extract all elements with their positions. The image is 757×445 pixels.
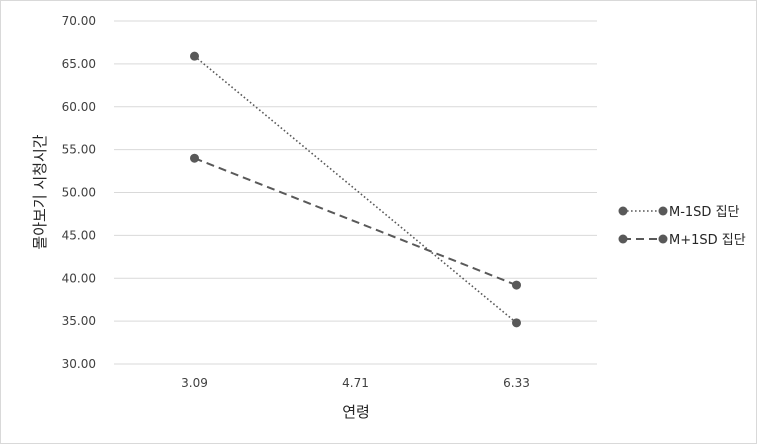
legend-label: M+1SD 집단 [669,233,746,248]
data-point [512,281,521,290]
y-tick-label: 45.00 [62,228,96,242]
data-point [190,154,199,163]
y-axis-title: 몰아보기 시청시간 [31,134,49,249]
legend-label: M-1SD 집단 [669,205,740,220]
x-tick-label: 4.71 [342,376,369,390]
y-tick-label: 65.00 [62,57,96,71]
legend-marker [659,207,668,216]
y-tick-label: 40.00 [62,271,96,285]
series-line [195,158,517,285]
data-point [512,318,521,327]
x-axis-ticks: 3.09 4.71 6.33 [181,376,530,390]
y-tick-label: 55.00 [62,143,96,157]
x-axis-title: 연령 [342,403,370,421]
data-point [190,52,199,61]
y-tick-label: 60.00 [62,100,96,114]
y-tick-label: 30.00 [62,357,96,371]
y-tick-label: 50.00 [62,186,96,200]
legend-marker [619,207,628,216]
legend: M-1SD 집단 M+1SD 집단 [619,205,746,248]
y-tick-label: 70.00 [62,14,96,28]
legend-marker [659,235,668,244]
series-layer [190,52,521,328]
series-line [195,56,517,323]
x-tick-label: 6.33 [503,376,530,390]
legend-marker [619,235,628,244]
x-tick-label: 3.09 [181,376,208,390]
y-axis-ticks: 30.00 35.00 40.00 45.00 50.00 55.00 60.00 65.00… [62,14,96,371]
grid-layer [114,21,597,364]
y-tick-label: 35.00 [62,314,96,328]
